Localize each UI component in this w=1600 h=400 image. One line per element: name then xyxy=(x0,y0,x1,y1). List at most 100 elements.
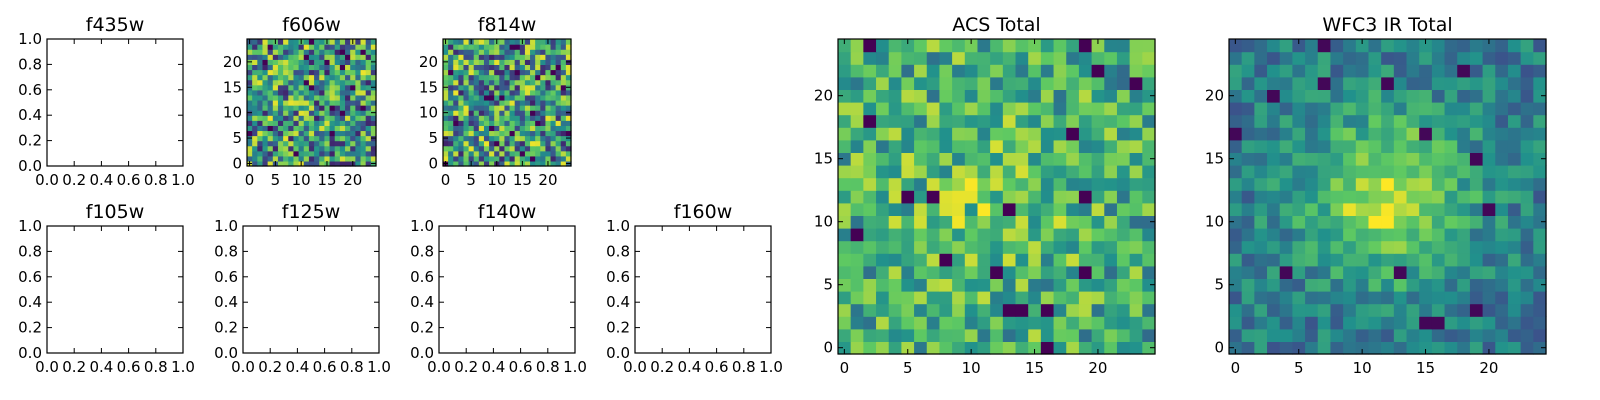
heatmap-cell xyxy=(334,105,341,111)
heatmap-cell xyxy=(990,316,1004,330)
heatmap-cell xyxy=(850,202,864,216)
heatmap-cell xyxy=(1533,190,1547,204)
heatmap-cell xyxy=(448,84,454,91)
heatmap-cell xyxy=(277,145,284,152)
heatmap-cell xyxy=(914,341,928,355)
heatmap-cell xyxy=(1355,39,1370,53)
heatmap-cell xyxy=(319,160,325,167)
heatmap-cell xyxy=(1241,139,1255,153)
heatmap-cell xyxy=(914,39,928,53)
heatmap-cell xyxy=(1533,228,1547,242)
heatmap-cell xyxy=(1444,278,1458,292)
heatmap-cell xyxy=(1091,39,1105,53)
heatmap-cell xyxy=(1028,102,1042,116)
heatmap-cell xyxy=(339,140,346,147)
heatmap-cell xyxy=(1368,341,1382,355)
heatmap-cell xyxy=(509,135,516,142)
heatmap-cell xyxy=(499,54,506,60)
heatmap-cell xyxy=(443,145,449,152)
heatmap-cell xyxy=(478,89,485,96)
heatmap-cell xyxy=(1116,102,1131,116)
heatmap-cell xyxy=(1507,114,1522,128)
heatmap-cell xyxy=(535,110,541,116)
heatmap-cell xyxy=(339,150,346,157)
heatmap-cell xyxy=(458,125,465,132)
heatmap-cell xyxy=(298,84,305,91)
heatmap-cell xyxy=(365,115,372,121)
heatmap-cell xyxy=(926,102,941,116)
heatmap-cell xyxy=(1431,240,1446,254)
heatmap-cell xyxy=(977,89,991,103)
heatmap-cell xyxy=(298,140,305,147)
heatmap-cell xyxy=(308,69,315,76)
heatmap-cell xyxy=(850,139,864,153)
heatmap-cell xyxy=(876,102,890,116)
heatmap-cell xyxy=(1040,127,1055,141)
heatmap-cell xyxy=(1116,291,1131,305)
heatmap-cell xyxy=(257,64,264,71)
heatmap-cell xyxy=(1419,102,1433,116)
heatmap-cell xyxy=(370,150,377,157)
heatmap-cell xyxy=(901,341,915,355)
heatmap-cell xyxy=(283,125,289,132)
heatmap-cell xyxy=(504,99,511,106)
heatmap-cell xyxy=(1406,51,1420,65)
x-tick-label: 0.2 xyxy=(62,358,86,376)
heatmap-cell xyxy=(1368,291,1382,305)
heatmap-cell xyxy=(283,94,289,101)
heatmap-cell xyxy=(277,44,284,50)
heatmap-cell xyxy=(1330,202,1344,216)
heatmap-cell xyxy=(355,145,362,152)
heatmap-cell xyxy=(1431,76,1446,90)
heatmap-cell xyxy=(458,150,465,157)
heatmap-cell xyxy=(1241,278,1255,292)
heatmap-cell xyxy=(555,74,562,81)
heatmap-cell xyxy=(1292,228,1306,242)
heatmap-cell xyxy=(977,102,991,116)
heatmap-cell xyxy=(443,64,449,71)
heatmap-cell xyxy=(1279,165,1293,179)
heatmap-cell xyxy=(1279,152,1293,166)
heatmap-cell xyxy=(524,155,531,162)
heatmap-cell xyxy=(1507,76,1522,90)
heatmap-cell xyxy=(555,89,562,96)
heatmap-cell xyxy=(272,115,279,121)
heatmap-cell xyxy=(478,79,485,86)
y-tick-label: 1.0 xyxy=(606,217,630,235)
heatmap-cell xyxy=(293,94,300,101)
y-tick-label: 10 xyxy=(223,104,242,122)
heatmap-cell xyxy=(888,51,902,65)
heatmap-cell xyxy=(1040,165,1055,179)
heatmap-cell xyxy=(355,155,362,162)
heatmap-cell xyxy=(319,84,325,91)
heatmap-cell xyxy=(1507,240,1522,254)
plot-area xyxy=(439,226,575,353)
heatmap-cell xyxy=(443,155,449,162)
heatmap-cell xyxy=(1533,39,1547,53)
heatmap-cell xyxy=(478,64,485,71)
heatmap-cell xyxy=(314,135,320,142)
heatmap-cell xyxy=(1116,228,1131,242)
heatmap-cell xyxy=(370,105,377,111)
heatmap-cell xyxy=(329,110,336,116)
heatmap-cell xyxy=(1028,328,1042,342)
heatmap-cell xyxy=(1028,253,1042,267)
heatmap-cell xyxy=(1317,177,1332,191)
heatmap-cell xyxy=(458,160,465,167)
heatmap-cell xyxy=(1229,316,1243,330)
heatmap-cell xyxy=(1419,253,1433,267)
heatmap-cell xyxy=(1104,114,1118,128)
axes-frame xyxy=(634,225,772,354)
heatmap-cell xyxy=(448,145,454,152)
heatmap-cell xyxy=(1317,64,1332,78)
heatmap-cell xyxy=(509,145,516,152)
heatmap-cell xyxy=(272,105,279,111)
x-tick-label: 5 xyxy=(271,171,281,189)
heatmap-cell xyxy=(1406,316,1420,330)
heatmap-cell xyxy=(1279,303,1293,317)
axes-frame xyxy=(46,38,184,167)
heatmap-cell xyxy=(453,160,459,167)
heatmap-cell xyxy=(888,190,902,204)
heatmap-cell xyxy=(463,89,470,96)
heatmap-cell xyxy=(293,110,300,116)
